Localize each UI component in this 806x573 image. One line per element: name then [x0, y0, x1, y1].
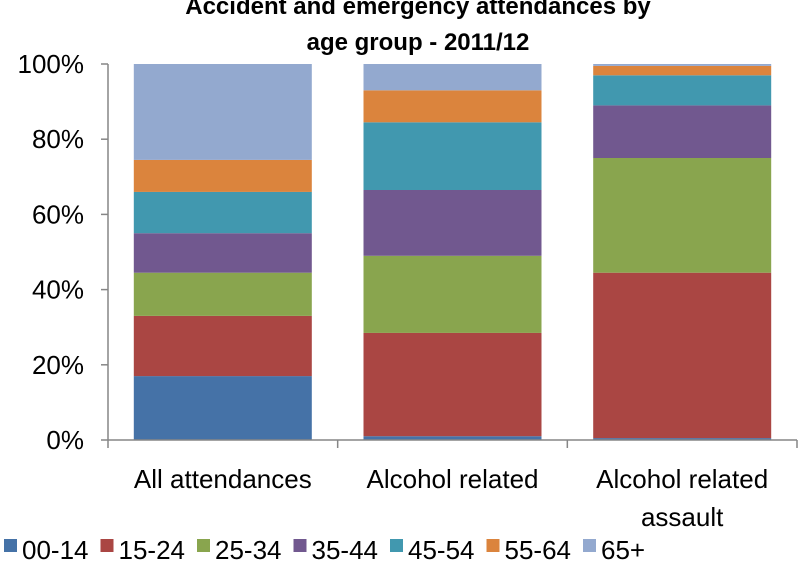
- chart-title-line-2: age group - 2011/12: [307, 29, 530, 56]
- bars-layer: [133, 64, 772, 440]
- category-label: assault: [641, 502, 724, 532]
- y-tick-label: 100%: [18, 49, 85, 79]
- bar-segment-55-64-cat3: [593, 65, 772, 76]
- bar-segment-35-44-cat1: [133, 233, 312, 273]
- legend-swatch-55-64: [486, 539, 500, 552]
- legend-label: 55-64: [505, 535, 572, 565]
- bar-segment-15-24-cat2: [363, 332, 542, 437]
- category-label: Alcohol related: [367, 464, 539, 494]
- bar-segment-15-24-cat1: [133, 315, 312, 377]
- bar-segment-45-54-cat2: [363, 122, 542, 190]
- legend-swatch-45-54: [390, 539, 403, 552]
- bar-segment-00-14-cat2: [363, 436, 542, 440]
- legend-swatch-65+: [583, 539, 596, 552]
- bar-segment-65+-cat2: [363, 64, 542, 91]
- y-tick-label: 60%: [32, 199, 84, 229]
- bar-segment-35-44-cat2: [363, 190, 542, 256]
- legend: 00-14 15-24 25-34 35-44 45-54 55-64 65+: [4, 535, 645, 565]
- bar-segment-25-34-cat1: [133, 272, 312, 316]
- bar-segment-65+-cat1: [133, 64, 312, 160]
- category-label: All attendances: [134, 464, 312, 494]
- legend-swatch-35-44: [293, 539, 307, 552]
- axes-layer: [107, 64, 798, 448]
- legend-label: 15-24: [119, 535, 186, 565]
- legend-swatch-00-14: [4, 539, 17, 552]
- legend-swatch-15-24: [100, 539, 114, 552]
- chart-title-line-1: Accident and emergency attendances by: [185, 0, 651, 20]
- legend-label: 35-44: [312, 535, 379, 565]
- bar-segment-15-24-cat3: [593, 272, 772, 439]
- legend-label: 00-14: [22, 535, 89, 565]
- bar-segment-25-34-cat2: [363, 255, 542, 333]
- bar-segment-45-54-cat1: [133, 191, 312, 234]
- bar-segment-55-64-cat2: [363, 90, 542, 123]
- bar-segment-25-34-cat3: [593, 158, 772, 273]
- y-tick-label: 80%: [32, 124, 84, 154]
- y-tick-label: 20%: [32, 350, 84, 380]
- legend-label: 65+: [601, 535, 645, 565]
- bar-segment-00-14-cat1: [133, 376, 312, 440]
- bar-segment-55-64-cat1: [133, 159, 312, 192]
- y-tick-label: 40%: [32, 275, 84, 305]
- category-label: Alcohol related: [596, 464, 768, 494]
- bar-segment-45-54-cat3: [593, 75, 772, 106]
- bar-segment-00-14-cat3: [593, 438, 772, 440]
- chart-title: Accident and emergency attendances by ag…: [185, 0, 651, 56]
- legend-swatch-25-34: [197, 539, 210, 552]
- legend-label: 25-34: [215, 535, 282, 565]
- bar-segment-65+-cat3: [593, 64, 772, 66]
- y-tick-label: 0%: [46, 425, 84, 455]
- bar-segment-35-44-cat3: [593, 105, 772, 158]
- legend-label: 45-54: [408, 535, 475, 565]
- x-axis-categories: All attendances Alcohol related Alcohol re…: [134, 464, 768, 532]
- y-axis-ticks: 0% 20% 40% 60% 80% 100%: [18, 49, 108, 455]
